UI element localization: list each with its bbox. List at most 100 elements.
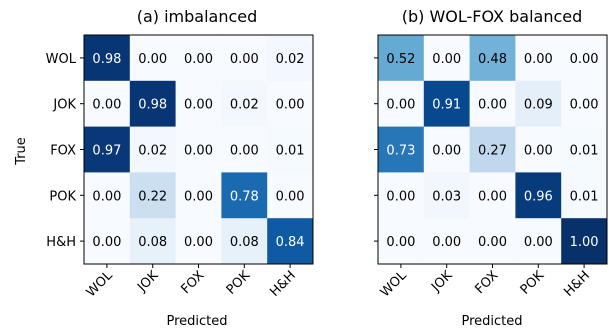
heatmap-cell xyxy=(84,80,131,128)
heatmap-cell xyxy=(175,35,222,82)
cell-value-label: 0.00 xyxy=(184,189,213,204)
cell-value-label: 0.00 xyxy=(524,144,553,159)
heatmap-cell xyxy=(469,218,516,265)
heatmap-cell xyxy=(84,218,131,265)
heatmap-cell xyxy=(378,126,425,173)
panel-imbalanced: (a) imbalanced Predicted True 0.98 0.00 0.… xyxy=(14,7,314,329)
cell-value-label: 0.00 xyxy=(478,98,507,113)
heatmap-cell xyxy=(378,35,425,82)
cell-value-label: 0.73 xyxy=(386,144,415,159)
cell-value-label: 0.02 xyxy=(276,52,305,67)
cell-value-label: 0.08 xyxy=(138,235,167,250)
heatmap-cell xyxy=(221,218,268,265)
heatmap-cell xyxy=(515,218,562,265)
cell-value-label: 0.98 xyxy=(138,98,167,113)
cell-value-label: 0.02 xyxy=(230,98,259,113)
cell-value-label: 0.00 xyxy=(92,189,121,204)
panel-wol-fox-balanced: (b) WOL-FOX balanced Predicted 0.52 0.00 0… xyxy=(374,7,608,329)
heatmap-cell xyxy=(84,172,131,219)
heatmap-cell xyxy=(267,172,314,219)
heatmap-cell xyxy=(423,35,471,82)
heatmap-cell xyxy=(175,126,222,173)
heatmap-cell xyxy=(175,80,222,128)
cell-value-label: 0.96 xyxy=(524,189,553,204)
x-tick-label: WOL xyxy=(84,268,117,301)
heatmap-cell xyxy=(561,126,608,173)
x-tick-label: H&H xyxy=(561,268,593,300)
cell-value-label: 0.00 xyxy=(570,52,599,67)
heatmap-cell xyxy=(175,218,222,265)
heatmap-cell xyxy=(378,218,425,265)
cell-value-label: 0.27 xyxy=(478,144,507,159)
y-tick-label: H&H xyxy=(46,235,76,250)
cell-value-label: 0.98 xyxy=(92,52,121,67)
heatmap-cell xyxy=(423,172,471,219)
cell-value-label: 0.00 xyxy=(276,189,305,204)
heatmap-cell xyxy=(129,35,177,82)
cell-value-label: 0.00 xyxy=(184,98,213,113)
heatmap-cell xyxy=(423,80,471,128)
x-tick-label: JOK xyxy=(428,268,456,296)
x-tick-label: WOL xyxy=(378,268,411,301)
heatmap-cell xyxy=(515,35,562,82)
cell-value-label: 0.01 xyxy=(570,189,599,204)
x-tick-label: H&H xyxy=(267,268,299,300)
heatmap-cell xyxy=(469,172,516,219)
cell-value-label: 0.00 xyxy=(230,144,259,159)
heatmap-cell xyxy=(469,126,516,173)
cell-value-label: 0.52 xyxy=(386,52,415,67)
cell-value-label: 0.00 xyxy=(524,235,553,250)
cell-value-label: 0.00 xyxy=(92,235,121,250)
x-tick-label: POK xyxy=(518,268,548,298)
heatmap-cell xyxy=(221,126,268,173)
cell-value-label: 0.01 xyxy=(570,144,599,159)
cell-value-label: 0.00 xyxy=(92,98,121,113)
cell-value-label: 0.00 xyxy=(184,235,213,250)
cell-value-label: 0.08 xyxy=(230,235,259,250)
cell-value-label: 0.48 xyxy=(478,52,507,67)
cell-value-label: 0.78 xyxy=(230,189,259,204)
y-tick-label: POK xyxy=(49,189,76,204)
heatmap-cell xyxy=(561,80,608,128)
x-tick-label: FOX xyxy=(472,268,501,297)
cell-value-label: 0.00 xyxy=(184,52,213,67)
cell-value-label: 0.00 xyxy=(184,144,213,159)
cell-value-label: 0.00 xyxy=(386,235,415,250)
heatmap-cell xyxy=(221,80,268,128)
cell-value-label: 0.00 xyxy=(432,235,461,250)
heatmap-cell xyxy=(515,126,562,173)
heatmap-cell xyxy=(129,218,177,265)
cell-value-label: 0.03 xyxy=(432,189,461,204)
heatmap-cell xyxy=(378,80,425,128)
cell-value-label: 0.00 xyxy=(138,52,167,67)
heatmap-cell xyxy=(84,126,131,173)
heatmap-cell xyxy=(129,126,177,173)
cell-value-label: 0.84 xyxy=(276,235,305,250)
heatmap-cell xyxy=(129,172,177,219)
y-tick-label: JOK xyxy=(52,98,76,113)
cell-value-label: 0.01 xyxy=(276,144,305,159)
cell-value-label: 0.00 xyxy=(386,98,415,113)
heatmap-cell xyxy=(515,80,562,128)
x-tick-label: FOX xyxy=(178,268,207,297)
heatmap-cell xyxy=(423,126,471,173)
heatmap-cell xyxy=(378,172,425,219)
cell-value-label: 0.22 xyxy=(138,189,167,204)
cell-value-label: 0.02 xyxy=(138,144,167,159)
heatmap-cell xyxy=(221,172,268,219)
heatmap-cell xyxy=(515,172,562,219)
x-tick-label: JOK xyxy=(134,268,162,296)
heatmap-cell xyxy=(175,172,222,219)
heatmap-cell xyxy=(84,35,131,82)
panel-b-title: (b) WOL-FOX balanced xyxy=(402,7,583,26)
y-tick-label: WOL xyxy=(46,52,77,67)
heatmap-cell xyxy=(267,126,314,173)
heatmap-cell xyxy=(469,80,516,128)
cell-value-label: 0.00 xyxy=(570,98,599,113)
panel-a-ylabel: True xyxy=(14,137,29,166)
cell-value-label: 0.00 xyxy=(276,98,305,113)
cell-value-label: 0.00 xyxy=(478,235,507,250)
heatmap-cell xyxy=(267,80,314,128)
